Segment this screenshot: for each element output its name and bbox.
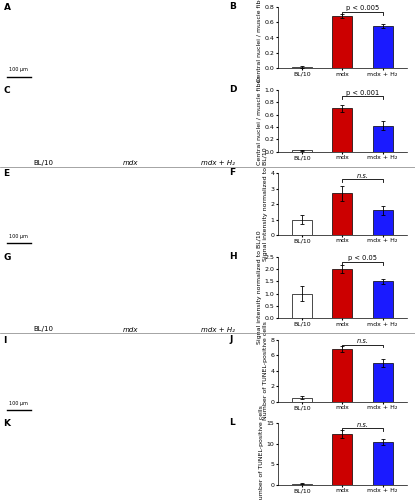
- Text: p < 0.005: p < 0.005: [346, 6, 379, 12]
- Y-axis label: Signal intensity normalized to BL/10: Signal intensity normalized to BL/10: [257, 230, 262, 344]
- Text: F: F: [229, 168, 235, 177]
- Bar: [373, 363, 393, 402]
- Bar: [332, 108, 352, 152]
- Bar: [292, 150, 312, 152]
- Bar: [373, 442, 393, 485]
- Bar: [373, 126, 393, 152]
- Bar: [332, 194, 352, 235]
- Text: p < 0.05: p < 0.05: [348, 256, 377, 262]
- Text: p < 0.001: p < 0.001: [346, 90, 379, 96]
- Text: n.s.: n.s.: [356, 173, 369, 179]
- Bar: [373, 26, 393, 68]
- Text: BL/10: BL/10: [34, 160, 54, 166]
- Y-axis label: Signal intensity normalized to BL/10: Signal intensity normalized to BL/10: [263, 148, 268, 261]
- Bar: [373, 210, 393, 235]
- Text: n.s.: n.s.: [356, 422, 369, 428]
- Text: mdx: mdx: [123, 160, 139, 166]
- Text: C: C: [3, 86, 10, 95]
- Bar: [292, 484, 312, 485]
- Text: B: B: [229, 2, 236, 11]
- Text: 100 μm: 100 μm: [9, 401, 28, 406]
- Text: J: J: [229, 335, 232, 344]
- Bar: [332, 16, 352, 68]
- Text: D: D: [229, 85, 237, 94]
- Text: BL/10: BL/10: [34, 326, 54, 332]
- Y-axis label: Central nuclei / muscle fiber: Central nuclei / muscle fiber: [257, 0, 262, 82]
- Bar: [373, 282, 393, 319]
- Bar: [292, 220, 312, 235]
- Text: n.s.: n.s.: [356, 338, 369, 344]
- Bar: [332, 349, 352, 402]
- Text: mdx + H₂: mdx + H₂: [201, 160, 235, 166]
- Text: H: H: [229, 252, 237, 260]
- Text: A: A: [3, 2, 10, 12]
- Bar: [292, 294, 312, 318]
- Bar: [292, 67, 312, 68]
- Text: 100 μm: 100 μm: [9, 68, 28, 72]
- Y-axis label: Central nuclei / muscle fiber: Central nuclei / muscle fiber: [257, 76, 262, 166]
- Bar: [332, 434, 352, 485]
- Text: mdx + H₂: mdx + H₂: [201, 326, 235, 332]
- Text: L: L: [229, 418, 235, 428]
- Text: 100 μm: 100 μm: [9, 234, 28, 239]
- Text: I: I: [3, 336, 7, 345]
- Y-axis label: Number of TUNEL-positive cells: Number of TUNEL-positive cells: [259, 404, 264, 500]
- Text: G: G: [3, 252, 11, 262]
- Bar: [292, 398, 312, 402]
- Bar: [332, 269, 352, 318]
- Text: K: K: [3, 419, 10, 428]
- Text: E: E: [3, 169, 10, 178]
- Text: mdx: mdx: [123, 326, 139, 332]
- Y-axis label: Number of TUNEL-positive cells: Number of TUNEL-positive cells: [263, 322, 268, 420]
